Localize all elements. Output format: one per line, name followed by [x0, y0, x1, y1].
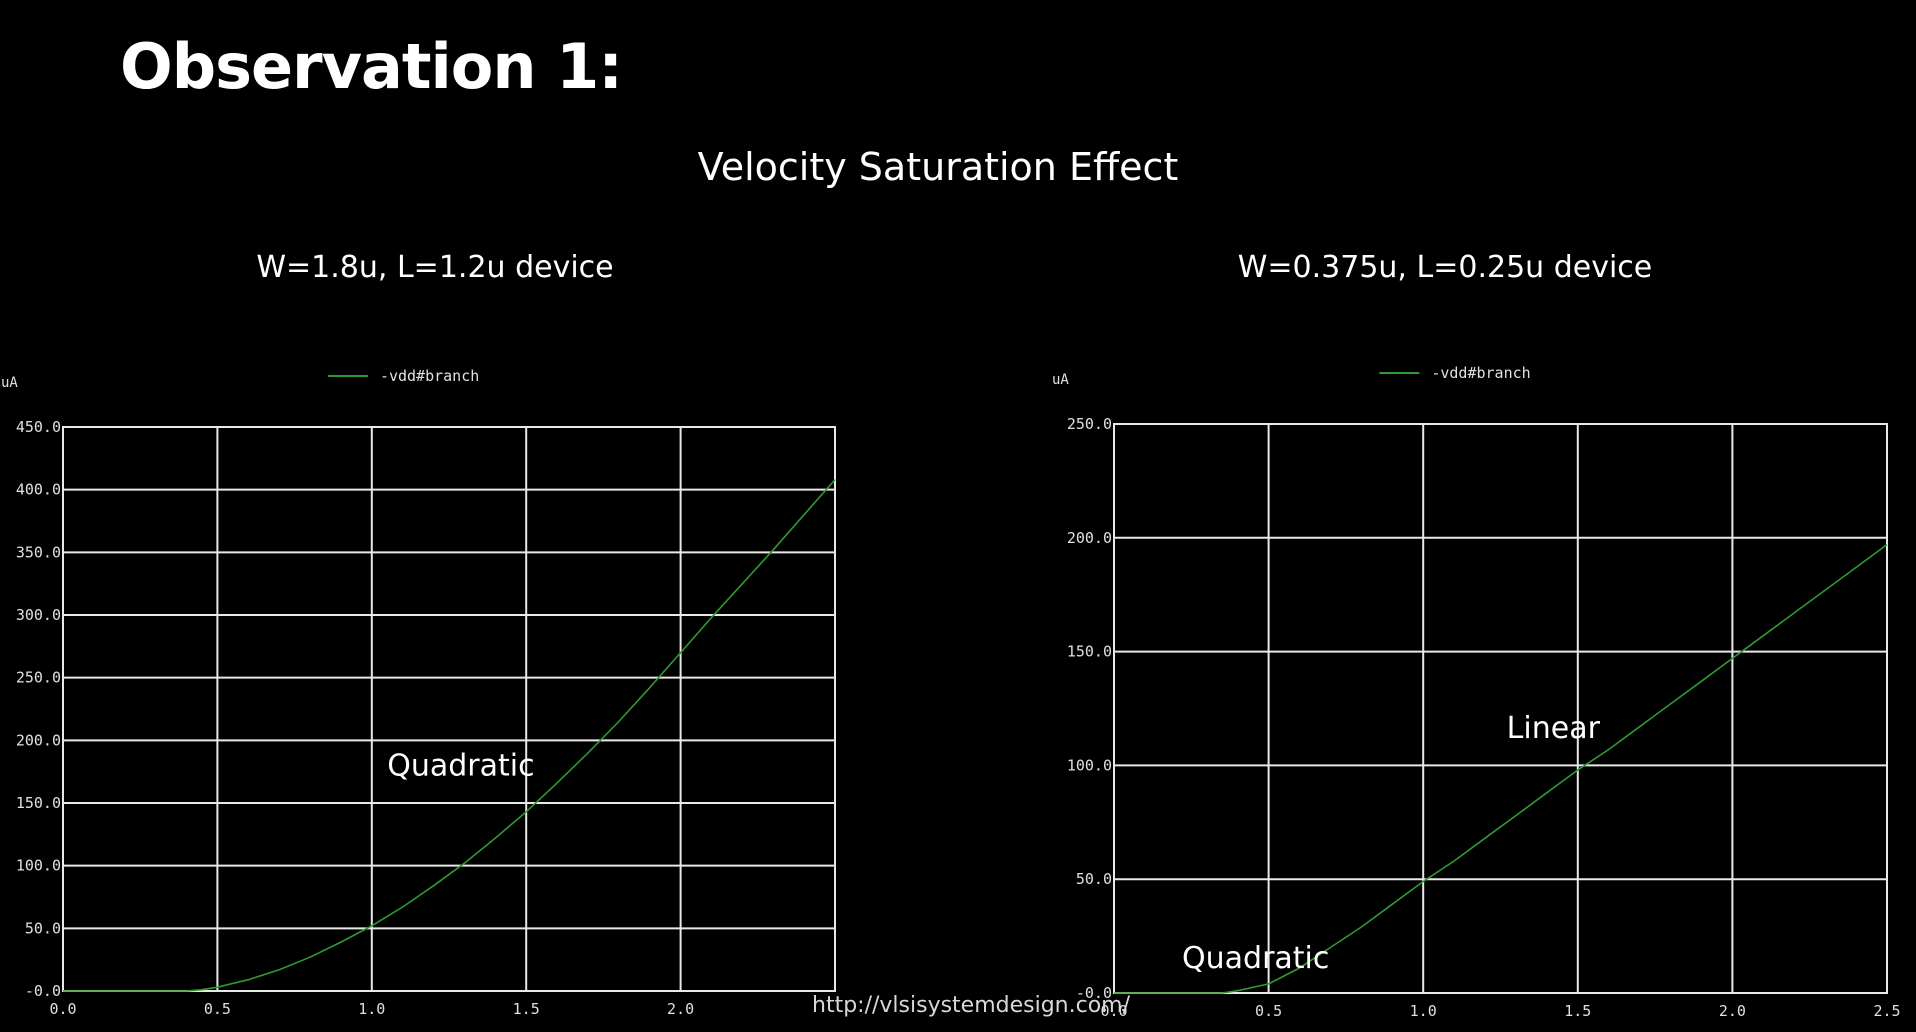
- left-y-tick-label: 250.0: [16, 669, 61, 687]
- left-x-tick-label: 1.0: [358, 1000, 385, 1018]
- left-plot-frame: [62, 426, 836, 992]
- right-y-tick-label: 200.0: [1067, 529, 1112, 547]
- left-y-tick-label: 300.0: [16, 606, 61, 624]
- right-y-tick-label: 150.0: [1067, 643, 1112, 661]
- left-x-tick-label: 0.0: [49, 1000, 76, 1018]
- source-url: http://vlsisystemdesign.com/: [812, 993, 1131, 1018]
- right-x-tick-label: 2.0: [1719, 1002, 1746, 1020]
- right-x-tick-label: 1.0: [1410, 1002, 1437, 1020]
- left-x-tick-label: 2.0: [667, 1000, 694, 1018]
- left-x-tick-label: 0.5: [204, 1000, 231, 1018]
- slide-subheading: Velocity Saturation Effect: [697, 145, 1179, 189]
- right-y-tick-label: -0.0: [1076, 984, 1112, 1002]
- right-x-tick-label: 0.5: [1255, 1002, 1282, 1020]
- right-plot-frame: [1113, 423, 1888, 994]
- right-x-tick-label: 1.5: [1564, 1002, 1591, 1020]
- left-y-tick-label: 200.0: [16, 731, 61, 749]
- left-legend-label: -vdd#branch: [380, 367, 479, 385]
- left-series-line: [63, 479, 836, 992]
- right-x-tick-label: 2.5: [1873, 1002, 1900, 1020]
- right-annotation-quadratic: Quadratic: [1182, 941, 1329, 976]
- right-y-tick-label: 100.0: [1067, 756, 1112, 774]
- right-legend-label: -vdd#branch: [1431, 364, 1530, 382]
- right-device-title: W=0.375u, L=0.25u device: [1237, 250, 1653, 285]
- left-y-tick-label: 350.0: [16, 543, 61, 561]
- left-y-tick-label: 100.0: [16, 857, 61, 875]
- right-y-tick-label: 250.0: [1067, 415, 1112, 433]
- slide-heading: Observation 1:: [120, 30, 623, 103]
- left-y-tick-label: 450.0: [16, 418, 61, 436]
- right-x-tick-label: 0.0: [1100, 1002, 1127, 1020]
- left-annotation-quadratic: Quadratic: [387, 748, 534, 783]
- left-device-title: W=1.8u, L=1.2u device: [256, 250, 614, 285]
- left-y-tick-label: 150.0: [16, 794, 61, 812]
- left-x-tick-label: 1.5: [513, 1000, 540, 1018]
- right-y-tick-label: 50.0: [1076, 870, 1112, 888]
- right-series-line: [1114, 543, 1888, 994]
- right-annotation-linear: Linear: [1507, 711, 1601, 746]
- left-y-unit-label: uA: [1, 375, 18, 391]
- left-y-tick-label: 50.0: [25, 919, 61, 937]
- left-y-tick-label: -0.0: [25, 982, 61, 1000]
- left-y-tick-label: 400.0: [16, 481, 61, 499]
- right-y-unit-label: uA: [1052, 372, 1069, 388]
